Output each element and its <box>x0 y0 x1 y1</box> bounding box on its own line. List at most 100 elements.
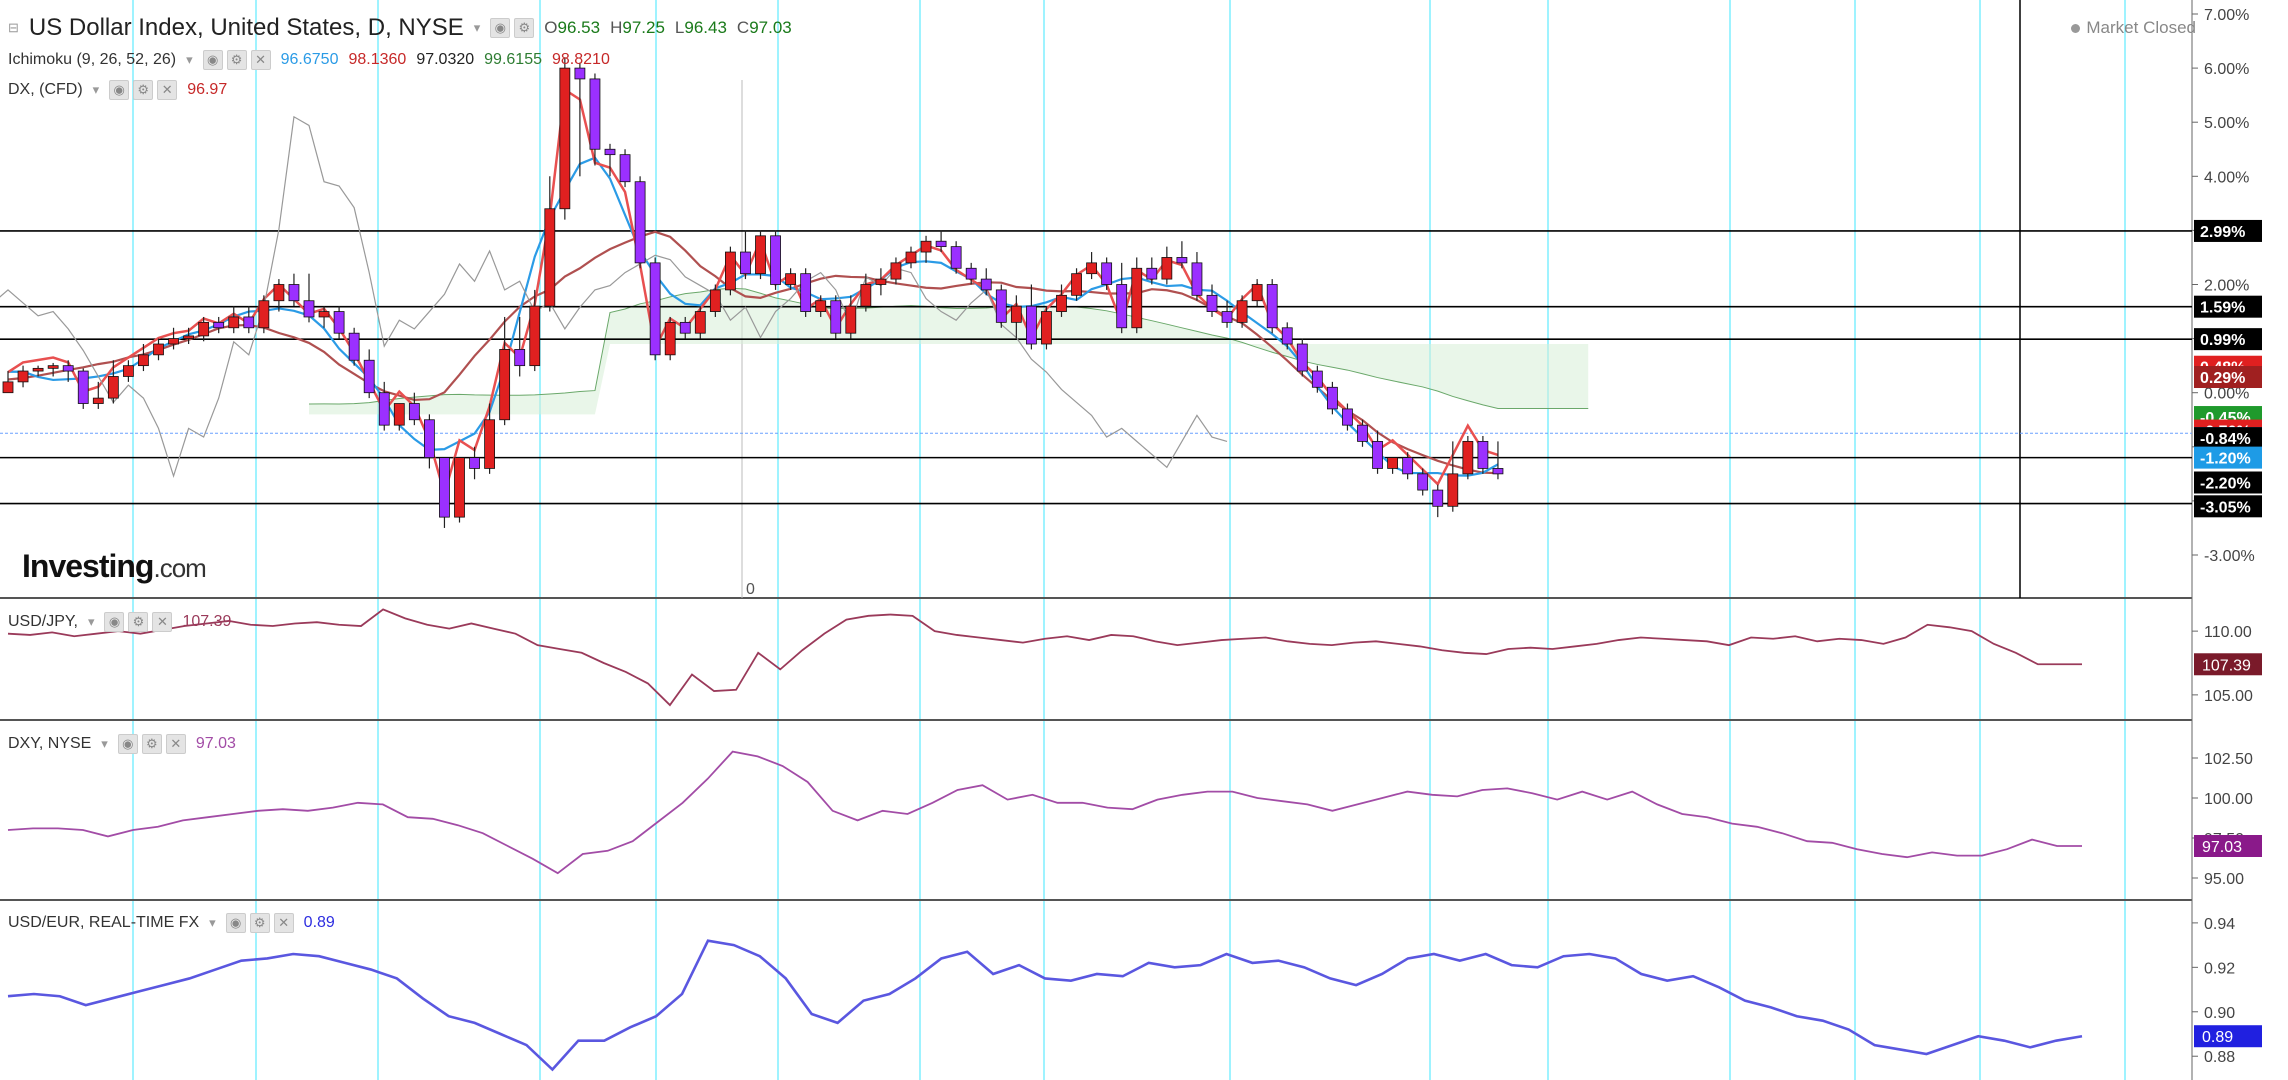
collapse-icon[interactable]: ⊟ <box>8 20 19 35</box>
legend-buttons: ◉ ⚙ <box>490 18 535 38</box>
eye-icon[interactable]: ◉ <box>109 80 130 100</box>
price-tag: -0.84% <box>2194 427 2262 450</box>
price-tag-bg <box>2194 446 2262 469</box>
candle <box>1462 440 1474 475</box>
candle <box>318 311 330 318</box>
eye-icon[interactable]: ◉ <box>117 734 138 754</box>
price-tag-label: 1.59% <box>2200 300 2245 317</box>
close-icon[interactable]: ✕ <box>250 50 271 70</box>
eye-icon[interactable]: ◉ <box>490 18 511 38</box>
investing-logo: Investing.com <box>22 548 207 584</box>
axis-tick-label: 0.00% <box>2204 386 2249 403</box>
candle <box>890 262 902 280</box>
candle <box>604 148 616 156</box>
price-tag-label: 0.99% <box>2200 332 2245 349</box>
candle <box>755 235 766 275</box>
dxy-line <box>7 750 2082 875</box>
candle <box>1176 257 1188 264</box>
senkou-span-a <box>308 287 1589 410</box>
candle <box>1086 262 1097 275</box>
candle <box>694 311 706 334</box>
ohlc-close: C97.03 <box>736 18 792 37</box>
candle <box>2 381 14 394</box>
candle <box>92 397 104 404</box>
candle <box>1327 386 1338 410</box>
usdjpy-value: 107.39 <box>182 613 232 630</box>
price-tag: -2.20% <box>2194 471 2262 494</box>
candle <box>664 321 676 356</box>
axis-tick-label: 95.00 <box>2204 871 2244 888</box>
price-tag: -1.20% <box>2194 446 2262 469</box>
close-icon[interactable]: ✕ <box>152 612 173 632</box>
candle <box>484 419 496 469</box>
candle <box>153 343 164 356</box>
candle <box>1026 305 1037 345</box>
axis-tick-label: 100.00 <box>2204 791 2253 808</box>
candle <box>1372 440 1383 469</box>
price-tag-label: 97.03 <box>2202 839 2242 856</box>
candle <box>423 419 435 459</box>
close-icon[interactable]: ✕ <box>165 734 186 754</box>
candle <box>138 354 149 367</box>
candle <box>439 457 450 518</box>
dxy-legend: DXY, NYSE ▾ ◉ ⚙ ✕ 97.03 <box>8 734 236 754</box>
candle <box>679 321 691 334</box>
candle <box>800 273 812 312</box>
chevron-down-icon[interactable]: ▾ <box>209 915 216 930</box>
candle <box>469 457 480 469</box>
gear-icon[interactable]: ⚙ <box>128 612 149 632</box>
chevron-down-icon[interactable]: ▾ <box>87 614 95 629</box>
main-legend: ⊟ US Dollar Index, United States, D, NYS… <box>8 14 792 42</box>
candle <box>725 251 736 291</box>
price-tag-label: -3.05% <box>2200 499 2251 516</box>
axis-tick-label: 2.00% <box>2204 278 2249 295</box>
candle <box>1206 294 1218 312</box>
gear-icon[interactable]: ⚙ <box>133 80 154 100</box>
eye-icon[interactable]: ◉ <box>225 913 246 933</box>
market-status: Market Closed <box>2071 18 2196 38</box>
status-dot-icon <box>2071 24 2081 33</box>
candle <box>920 240 932 253</box>
candle <box>1146 267 1158 280</box>
price-tag: -3.05% <box>2194 495 2262 518</box>
candle <box>950 246 962 269</box>
candle <box>378 392 390 426</box>
chevron-down-icon[interactable]: ▾ <box>101 736 108 751</box>
candle <box>1041 311 1052 345</box>
eye-icon[interactable]: ◉ <box>104 612 125 632</box>
candle <box>1311 370 1323 388</box>
candle <box>1342 408 1353 426</box>
candle <box>107 376 119 399</box>
chevron-down-icon[interactable]: ▾ <box>186 52 193 67</box>
candle <box>32 367 44 372</box>
chevron-down-icon[interactable]: ▾ <box>92 82 100 97</box>
usdjpy-label: USD/JPY, <box>8 613 78 630</box>
axis-tick-label: 6.00% <box>2204 61 2249 78</box>
eye-icon[interactable]: ◉ <box>202 50 223 70</box>
candle <box>1161 257 1173 280</box>
usdjpy-legend: USD/JPY, ▾ ◉ ⚙ ✕ 107.39 <box>8 612 231 632</box>
axis-tick-label: 4.00% <box>2204 169 2249 186</box>
gear-icon[interactable]: ⚙ <box>249 913 270 933</box>
gear-icon[interactable]: ⚙ <box>141 734 162 754</box>
price-tag-bg <box>2194 427 2262 450</box>
gear-icon[interactable]: ⚙ <box>514 18 535 38</box>
ichimoku-value: 98.1360 <box>348 51 407 68</box>
axis-tick-label: 105.00 <box>2204 688 2253 705</box>
price-tag-label: -0.84% <box>2200 431 2251 448</box>
close-icon[interactable]: ✕ <box>273 913 294 933</box>
gear-icon[interactable]: ⚙ <box>226 50 247 70</box>
ichimoku-value: 98.8210 <box>552 51 610 68</box>
chevron-down-icon[interactable]: ▾ <box>473 20 481 35</box>
axis-tick-label: 0.88 <box>2204 1049 2235 1066</box>
usdeur-legend: USD/EUR, REAL-TIME FX ▾ ◉ ⚙ ✕ 0.89 <box>8 913 335 933</box>
usdeur-line <box>7 939 2083 1072</box>
candle <box>1221 311 1233 323</box>
candle <box>514 349 526 367</box>
close-icon[interactable]: ✕ <box>157 80 178 100</box>
axis-tick-label: 0.90 <box>2204 1005 2235 1022</box>
ichimoku-value: 99.6155 <box>484 51 542 68</box>
candle <box>1251 284 1263 302</box>
candle <box>1447 473 1459 507</box>
